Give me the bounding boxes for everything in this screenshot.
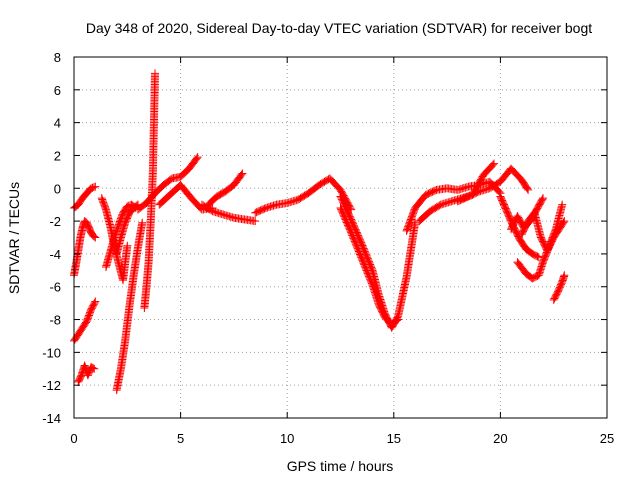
data-point-marker (193, 153, 202, 162)
series-arc-w (507, 194, 548, 234)
y-tick-label: -4 (49, 247, 61, 262)
x-tick-label: 25 (600, 431, 614, 446)
data-point-marker (91, 182, 100, 191)
data-point-marker (91, 297, 100, 306)
y-tick-label: 4 (54, 116, 61, 131)
y-tick-label: 6 (54, 83, 61, 98)
data-point-marker (495, 188, 504, 197)
data-point-marker (89, 231, 98, 240)
data-point-marker (251, 217, 260, 226)
series-arc-d (74, 361, 99, 386)
y-tick-label: -12 (42, 378, 61, 393)
series-arc-n (251, 174, 356, 217)
y-tick-label: 2 (54, 148, 61, 163)
data-point-marker (192, 154, 201, 163)
data-point-marker (488, 160, 497, 169)
data-point-marker (87, 363, 96, 372)
series-arc-b (70, 217, 100, 280)
series-arc-g (112, 218, 147, 395)
chart-title: Day 348 of 2020, Sidereal Day-to-day VTE… (86, 20, 592, 36)
y-tick-label: -14 (42, 411, 61, 426)
data-point-marker (89, 183, 98, 192)
series-arc-p (336, 203, 403, 329)
data-point-marker (91, 233, 100, 242)
series-arc-x (549, 271, 569, 304)
data-point-marker (237, 170, 246, 179)
y-axis-label: SDTVAR / TECUs (6, 182, 22, 294)
plot-frame (73, 56, 608, 419)
x-tick-label: 20 (493, 431, 507, 446)
y-tick-label: 8 (54, 50, 61, 65)
data-point-marker (89, 364, 98, 373)
data-point-marker (558, 200, 567, 209)
series-arc-s (453, 164, 533, 206)
data-point-marker (151, 69, 160, 78)
y-tick-label: -10 (42, 345, 61, 360)
data-point-marker (524, 185, 533, 194)
data-point-marker (559, 218, 568, 227)
data-point-marker (238, 169, 247, 178)
y-tick-label: -2 (49, 214, 61, 229)
y-tick-label: -8 (49, 313, 61, 328)
x-tick-label: 15 (387, 431, 401, 446)
data-point-marker (90, 298, 99, 307)
series-arc-i (140, 69, 160, 313)
x-tick-label: 0 (70, 431, 77, 446)
data-point-marker (90, 232, 99, 241)
x-tick-label: 5 (177, 431, 184, 446)
data-point-marker (534, 253, 543, 262)
data-markers (70, 69, 569, 395)
data-point-marker (539, 194, 548, 203)
y-tick-label: 0 (54, 181, 61, 196)
data-point-marker (538, 195, 547, 204)
data-point-marker (90, 364, 99, 373)
series-arc-o (336, 192, 420, 332)
grid-lines (74, 57, 607, 418)
data-point-marker (523, 184, 532, 193)
x-tick-label: 10 (280, 431, 294, 446)
data-point-marker (123, 241, 132, 250)
data-point-marker (81, 217, 90, 226)
data-point-marker (533, 252, 542, 261)
data-point-marker (391, 317, 400, 326)
series-arc-m (204, 169, 247, 209)
data-point-marker (138, 218, 147, 227)
data-point-marker (490, 159, 499, 168)
x-axis-label: GPS time / hours (287, 458, 394, 474)
axis-ticks: 0 5 10 15 20 25 -14 -12 -10 -8 -6 -4 -2 0 2 4 6 8 (42, 50, 614, 446)
data-point-marker (88, 363, 97, 372)
data-point-marker (392, 316, 401, 325)
series-arc-h (112, 200, 142, 258)
data-point-marker (394, 315, 403, 324)
series-arc-t (496, 192, 543, 262)
data-point-marker (560, 217, 569, 226)
series-arc-j (133, 153, 202, 214)
y-tick-label: -6 (49, 280, 61, 295)
series-arc-l (197, 200, 260, 226)
data-point-marker (560, 271, 569, 280)
